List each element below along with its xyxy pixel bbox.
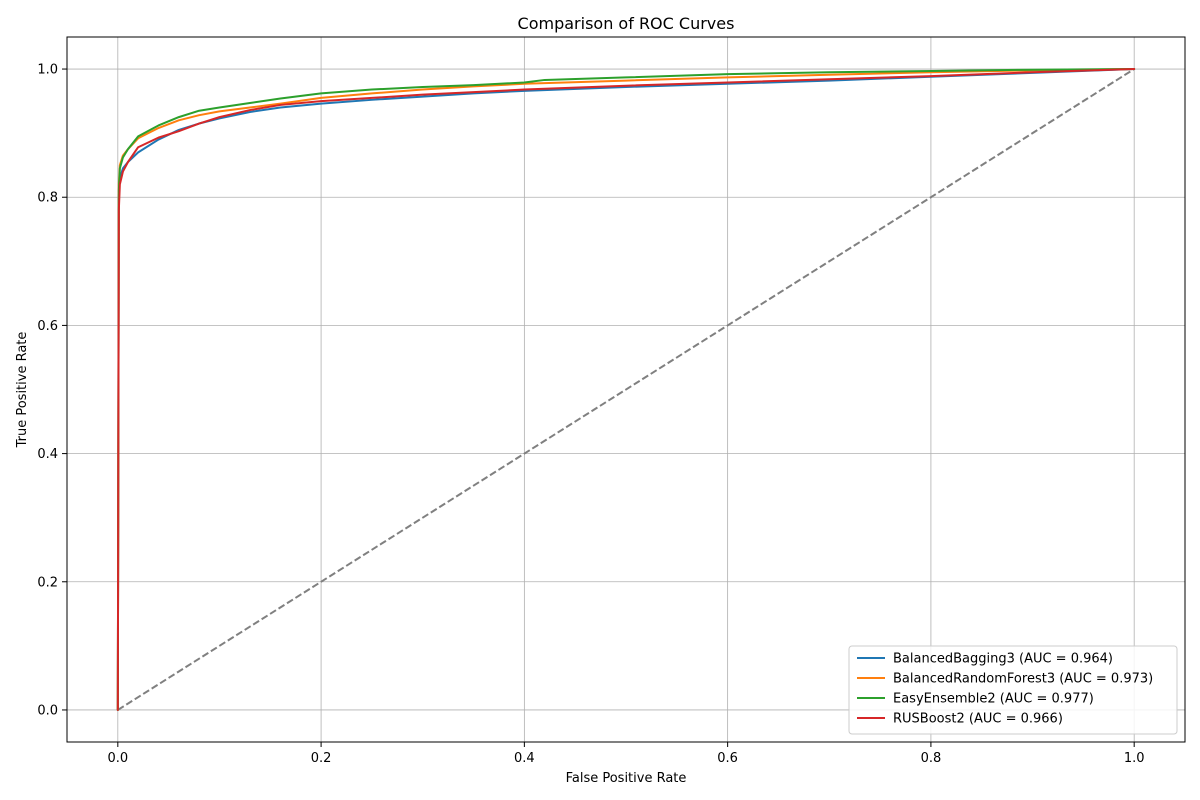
legend: BalancedBagging3 (AUC = 0.964) BalancedRa… <box>848 645 1178 735</box>
x-tick-label: 1.0 <box>1124 751 1145 766</box>
y-tick-label: 0.4 <box>37 447 58 462</box>
plot-area-frame <box>66 36 1186 743</box>
y-tick-label: 0.6 <box>37 319 58 334</box>
legend-entry: BalancedRandomForest3 (AUC = 0.973) <box>893 672 1153 687</box>
y-axis-label: True Positive Rate <box>15 332 30 449</box>
x-tick-label: 0.0 <box>107 751 128 766</box>
series-group <box>116 68 1136 711</box>
legend-entry: EasyEnsemble2 (AUC = 0.977) <box>893 692 1094 707</box>
y-tick-label: 0.0 <box>37 703 58 718</box>
y-axis-ticks: 0.0 0.2 0.4 0.6 0.8 1.0 <box>37 63 67 718</box>
series-line-3 <box>116 68 1136 711</box>
legend-box <box>848 645 1178 735</box>
x-tick-label: 0.6 <box>717 751 738 766</box>
y-tick-label: 0.8 <box>37 191 58 206</box>
x-tick-label: 0.2 <box>311 751 332 766</box>
x-axis-label: False Positive Rate <box>566 771 687 786</box>
chart-title: Comparison of ROC Curves <box>518 14 735 33</box>
series-line-4 <box>116 68 1136 711</box>
x-axis-ticks: 0.0 0.2 0.4 0.6 0.8 1.0 <box>107 742 1145 766</box>
x-tick-label: 0.8 <box>921 751 942 766</box>
reference-line-group <box>117 68 1135 711</box>
grid-lines <box>67 37 1185 742</box>
y-tick-label: 1.0 <box>37 63 58 78</box>
legend-entry: BalancedBagging3 (AUC = 0.964) <box>893 652 1113 667</box>
random-classifier-reference-line <box>117 68 1135 711</box>
x-tick-label: 0.4 <box>514 751 535 766</box>
y-tick-label: 0.2 <box>37 575 58 590</box>
legend-entry: RUSBoost2 (AUC = 0.966) <box>893 712 1063 727</box>
